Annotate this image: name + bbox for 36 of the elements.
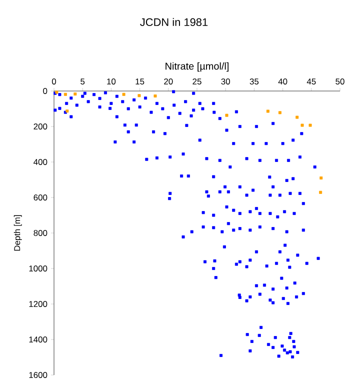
x-tick-label: 50 xyxy=(336,78,344,84)
y-tick-label: 1600 xyxy=(29,372,48,378)
point xyxy=(319,190,322,194)
x-tick-label: 5 xyxy=(80,78,85,84)
x-tick-label: 0 xyxy=(52,78,56,84)
x-tick-label: 25 xyxy=(192,78,202,84)
chart-title: JCDN in 1981 xyxy=(140,18,208,26)
x-tick-label: 35 xyxy=(250,78,259,84)
y-tick-label: 1000 xyxy=(29,266,48,272)
x-tick-label: 10 xyxy=(107,78,116,84)
point xyxy=(300,124,304,127)
point xyxy=(74,92,77,96)
point xyxy=(308,124,312,127)
point xyxy=(278,111,282,114)
y-tick-label: 0 xyxy=(43,88,48,94)
y-tick-label: 800 xyxy=(34,230,48,236)
point xyxy=(225,114,228,117)
y-tick-label: 400 xyxy=(34,159,48,165)
x-tick-label: 40 xyxy=(278,78,288,84)
x-tick-label: 45 xyxy=(306,78,316,84)
y-axis-title: Depth [m] xyxy=(14,215,22,251)
point xyxy=(296,116,299,119)
point xyxy=(154,94,157,98)
y-tick-label: 600 xyxy=(34,194,48,200)
y-tick-label: 1200 xyxy=(29,301,48,307)
point xyxy=(64,92,67,96)
y-tick-label: 200 xyxy=(34,124,48,130)
point xyxy=(122,92,126,96)
x-axis-title: Nitrate [µmol/l] xyxy=(166,62,228,72)
y-tick-label: 1400 xyxy=(29,336,48,342)
point xyxy=(266,110,270,113)
point xyxy=(138,94,141,98)
x-tick-label: 30 xyxy=(221,78,230,84)
point xyxy=(320,176,323,180)
x-tick-label: 20 xyxy=(164,78,173,84)
x-tick-label: 15 xyxy=(136,78,144,84)
